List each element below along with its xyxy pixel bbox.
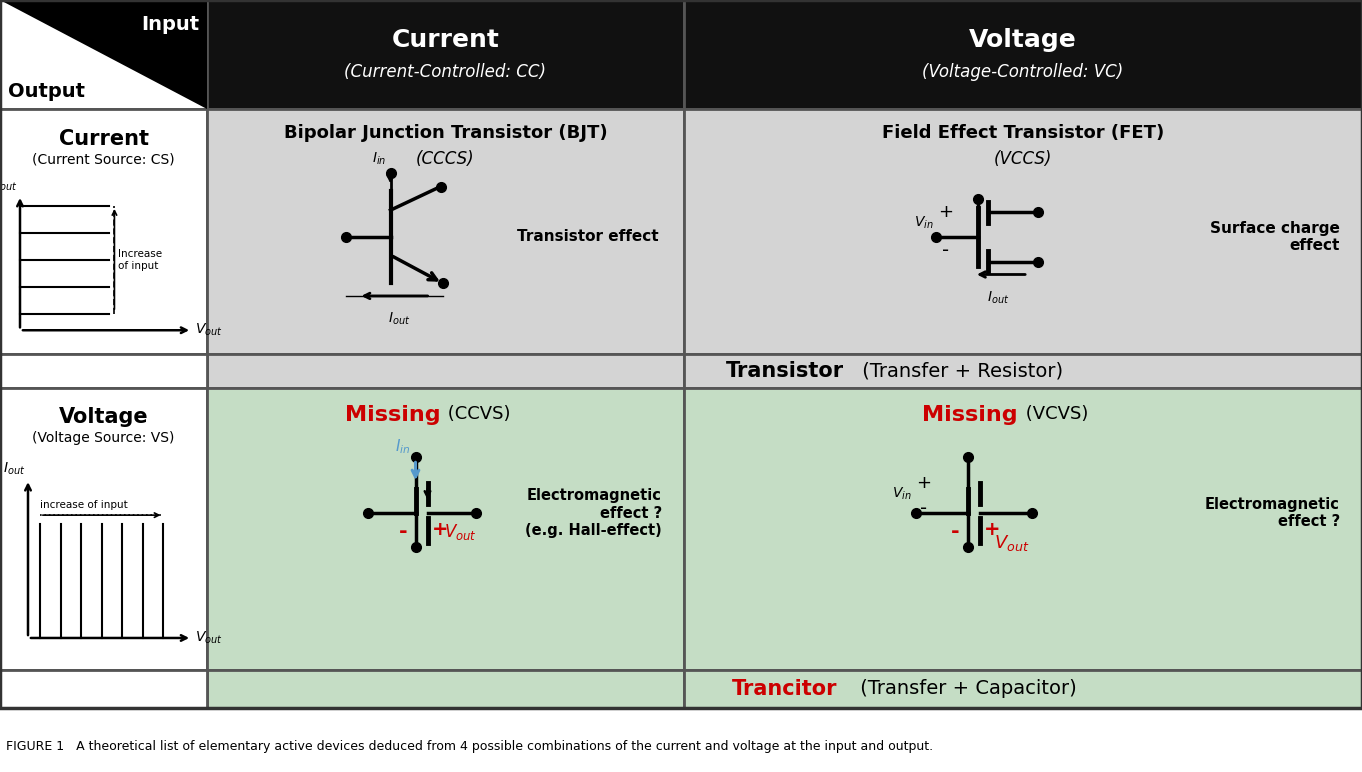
Bar [0,110,207,354]
Bar [207,0,684,110]
Text: (CCCS): (CCCS) [417,150,475,168]
Text: (Current-Controlled: CC): (Current-Controlled: CC) [345,63,546,81]
Text: $V_{out}$: $V_{out}$ [195,322,223,338]
Text: Input: Input [140,15,199,34]
Text: Transistor: Transistor [726,361,843,381]
Text: $I_{in}$: $I_{in}$ [372,151,387,168]
Text: increase of input: increase of input [39,499,128,510]
Bar [684,0,1362,110]
Bar [207,110,684,354]
Text: $V_{in}$: $V_{in}$ [892,486,913,502]
Bar [0,670,207,708]
Text: Electromagnetic
effect ?: Electromagnetic effect ? [1205,497,1340,530]
Text: (Transfer + Capacitor): (Transfer + Capacitor) [854,679,1077,699]
Bar [207,354,684,388]
Polygon shape [0,0,207,110]
Text: Current: Current [391,28,500,52]
Text: (VCCS): (VCCS) [994,150,1053,168]
Text: -: - [952,523,960,543]
Text: -: - [943,242,949,260]
Text: +: + [917,474,932,492]
Bar [0,354,207,388]
Text: +: + [432,520,448,539]
Text: (Transfer + Resistor): (Transfer + Resistor) [857,361,1064,381]
Text: FIGURE 1   A theoretical list of elementary active devices deduced from 4 possib: FIGURE 1 A theoretical list of elementar… [5,740,933,753]
Text: (VCVS): (VCVS) [1020,405,1088,423]
Text: $V_{out}$: $V_{out}$ [195,630,223,646]
Bar [684,388,1362,670]
Text: (Voltage-Controlled: VC): (Voltage-Controlled: VC) [922,63,1124,81]
Bar [207,670,684,708]
Text: Field Effect Transistor (FET): Field Effect Transistor (FET) [881,124,1165,142]
Text: Missing: Missing [345,405,440,425]
Text: $V_{in}$: $V_{in}$ [914,215,934,232]
Text: (Current Source: CS): (Current Source: CS) [33,152,174,166]
Text: $I_{in}$: $I_{in}$ [395,438,410,456]
Text: Increase
of input: Increase of input [118,249,162,271]
Text: Transistor effect: Transistor effect [518,229,659,245]
Text: -: - [399,523,407,543]
Text: $I_{out}$: $I_{out}$ [388,311,411,327]
Bar [684,354,1362,388]
Text: +: + [938,203,953,222]
Text: +: + [983,520,1001,539]
Text: (Voltage Source: VS): (Voltage Source: VS) [33,431,174,445]
Text: Missing: Missing [922,405,1017,425]
Bar [0,388,207,670]
Bar [207,388,684,670]
Text: Current: Current [59,129,148,149]
Bar [684,670,1362,708]
Text: -: - [921,499,928,518]
Text: Voltage: Voltage [970,28,1077,52]
Text: $V_{out}$: $V_{out}$ [444,523,477,543]
Text: $I_{out}$: $I_{out}$ [3,461,25,477]
Text: Output: Output [8,82,84,101]
Bar [0,0,207,110]
Text: $V_{out}$: $V_{out}$ [994,533,1030,553]
Text: $I_{out}$: $I_{out}$ [987,290,1009,306]
Text: Electromagnetic
effect ?
(e.g. Hall-effect): Electromagnetic effect ? (e.g. Hall-effe… [526,488,662,538]
Text: Surface charge
effect: Surface charge effect [1209,221,1340,253]
Text: (CCVS): (CCVS) [443,405,511,423]
Text: Bipolar Junction Transistor (BJT): Bipolar Junction Transistor (BJT) [283,124,607,142]
Bar [684,110,1362,354]
Text: $I_{out}$: $I_{out}$ [0,177,16,193]
Text: Trancitor: Trancitor [731,679,838,699]
Text: Voltage: Voltage [59,408,148,428]
